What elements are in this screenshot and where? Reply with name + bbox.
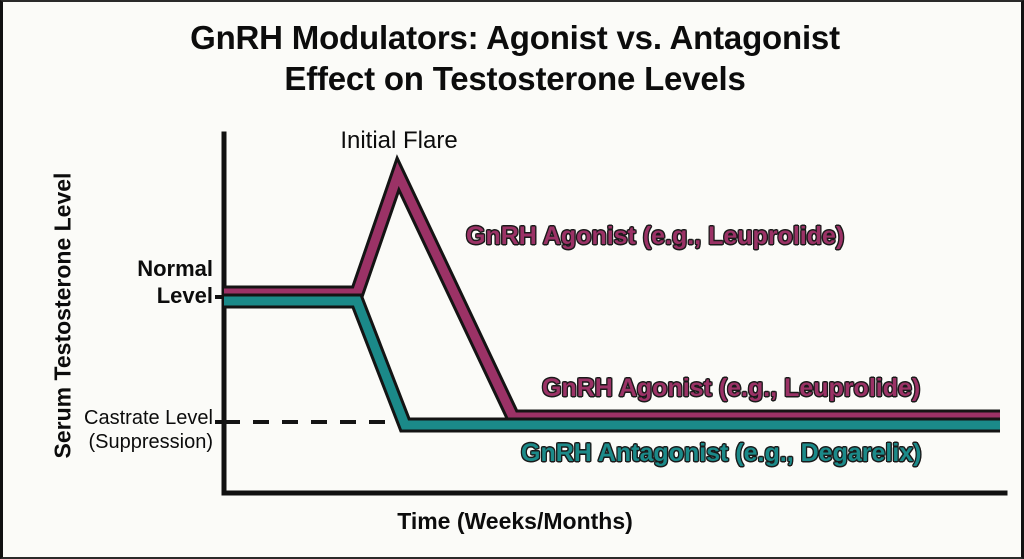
annotation-initial-flare: Initial Flare <box>340 127 458 154</box>
ytick-label-castrate-line-1: Castrate Level <box>84 407 213 429</box>
series-label-agonist-top: GnRH Agonist (e.g., Leuprolide) <box>466 222 845 250</box>
agonist-line <box>224 162 1000 422</box>
chart-title-line-2: Effect on Testosterone Levels <box>284 59 746 97</box>
ytick-label-normal: Normal Level <box>65 256 213 310</box>
ytick-label-castrate-line-2: (Suppression) <box>88 431 213 453</box>
series-label-agonist-bottom: GnRH Agonist (e.g., Leuprolide) <box>542 374 921 402</box>
chart-plot-area <box>215 131 1008 496</box>
antagonist-line <box>224 296 1000 430</box>
chart-title: GnRH Modulators: Agonist vs. Antagonist … <box>3 18 1021 100</box>
antagonist-line-outline <box>224 293 1000 433</box>
axis-spines <box>221 131 1008 496</box>
chart-title-line-1: GnRH Modulators: Agonist vs. Antagonist <box>190 19 840 56</box>
ytick-label-normal-line-1: Normal <box>137 256 213 281</box>
ytick-label-normal-line-2: Level <box>156 282 213 308</box>
x-axis-title: Time (Weeks/Months) <box>397 508 633 534</box>
ytick-label-castrate: Castrate Level (Suppression) <box>49 406 213 454</box>
series-label-antagonist: GnRH Antagonist (e.g., Degarelix) <box>521 439 922 467</box>
